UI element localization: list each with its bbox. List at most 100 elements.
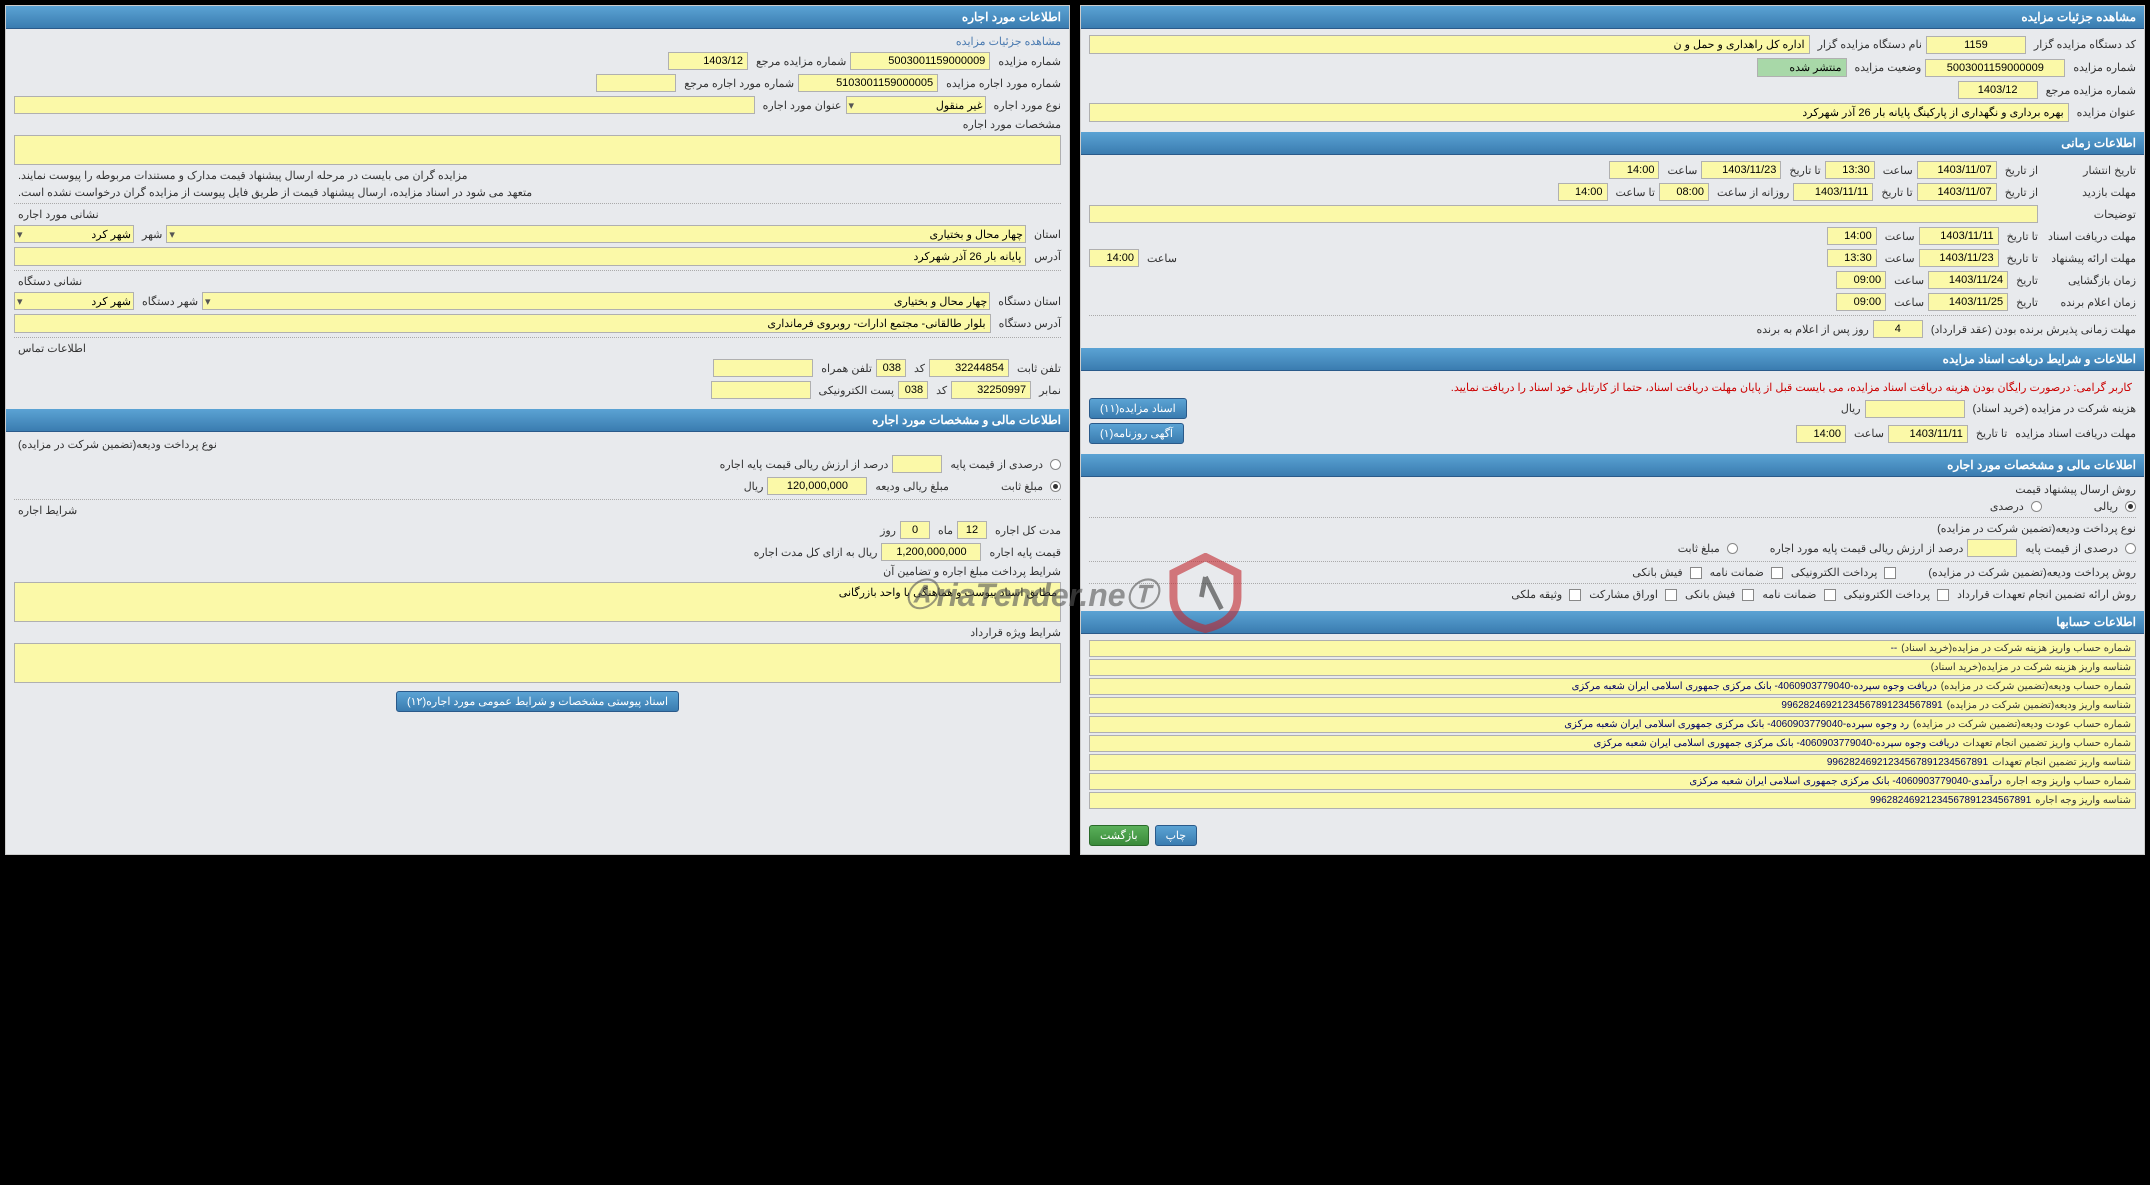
chk-bank[interactable] (1690, 567, 1702, 579)
chk-elec2[interactable] (1937, 589, 1949, 601)
cond-box[interactable]: مطابق اسناد پیوست و هماهنگی با واحد بازر… (14, 582, 1061, 622)
title-field: بهره برداری و نگهداری از پارکینگ پایانه … (1089, 103, 2069, 122)
offer-method-label: روش ارسال پیشنهاد قیمت (2015, 483, 2136, 496)
l-itemref-label: شماره مورد اجاره مرجع (684, 77, 794, 90)
prov-select[interactable]: چهار محال و بختیاری (166, 225, 1026, 243)
l-radio-pct[interactable] (1050, 459, 1061, 470)
num-field: 5003001159000009 (1925, 59, 2065, 77)
l-radio-fixed[interactable] (1050, 481, 1061, 492)
header-lease: اطلاعات مورد اجاره (6, 6, 1069, 29)
fax-field: 32250997 (951, 381, 1031, 399)
pct-field (1967, 539, 2017, 557)
city-select[interactable]: شهر کرد (14, 225, 134, 243)
btn-ad[interactable]: آگهی روزنامه(۱) (1089, 423, 1184, 444)
months-field: 12 (957, 521, 987, 539)
deposit-type-label: نوع پرداخت ودیعه(تضمین شرکت در مزایده) (1937, 522, 2136, 535)
acc-row-5: شماره حساب عودت ودیعه(تضمین شرکت در مزای… (1089, 716, 2136, 733)
l-item-field: 5103001159000005 (798, 74, 938, 92)
pub-from-d: 1403/11/07 (1917, 161, 1997, 179)
chk-guar2[interactable] (1824, 589, 1836, 601)
visit-daily-to: 14:00 (1558, 183, 1608, 201)
visit-from-d: 1403/11/07 (1917, 183, 1997, 201)
orgprov-select[interactable]: چهار محال و بختیاری (202, 292, 990, 310)
acc-row-1: شماره حساب واریز هزینه شرکت در مزایده(خر… (1089, 640, 2136, 657)
btn-back[interactable]: بازگشت (1089, 825, 1149, 846)
radio-pct[interactable] (2031, 501, 2042, 512)
header-time: اطلاعات زمانی (1081, 132, 2144, 155)
ref-field: 1403/12 (1958, 81, 2038, 99)
phone-field: 32244854 (929, 359, 1009, 377)
acc-row-9: شناسه واریز وجه اجاره9962824692123456789… (1089, 792, 2136, 809)
l-ref-label: شماره مزایده مرجع (756, 55, 846, 68)
detail-link[interactable]: مشاهده جزئیات مزایده (956, 35, 1061, 48)
right-panel: مشاهده جزئیات مزایده کد دستگاه مزایده گز… (1080, 5, 2145, 855)
l-ref-field: 1403/12 (668, 52, 748, 70)
acc-row-6: شماره حساب واریز تضمین انجام تعهداتدریاف… (1089, 735, 2136, 752)
l-title-label: عنوان مورد اجاره (763, 99, 842, 112)
orgaddr-field: بلوار طالقانی- مجتمع ادارات- روبروی فرما… (14, 314, 991, 333)
contact-hdr: اطلاعات تماس (18, 342, 86, 355)
l-pct-field (892, 455, 942, 473)
offer-d: 1403/11/23 (1919, 249, 1999, 267)
special-box[interactable] (14, 643, 1061, 683)
radio-fixed[interactable] (1727, 543, 1738, 554)
ref-label: شماره مزایده مرجع (2046, 84, 2136, 97)
chk-elec[interactable] (1884, 567, 1896, 579)
accept-val: 4 (1873, 320, 1923, 338)
chk-prop[interactable] (1569, 589, 1581, 601)
winner-d: 1403/11/25 (1928, 293, 2008, 311)
accept-label: مهلت زمانی پذیرش برنده بودن (عقد قرارداد… (1931, 323, 2136, 336)
name-label: نام دستگاه مزایده گزار (1818, 38, 1922, 51)
header-accounts: اطلاعات حسابها (1081, 611, 2144, 634)
radio-rial[interactable] (2125, 501, 2136, 512)
header-financial: اطلاعات مالی و مشخصات مورد اجاره (1081, 454, 2144, 477)
addr-field: پایانه بار 26 آذر شهرکرد (14, 247, 1026, 266)
radio-pct2[interactable] (2125, 543, 2136, 554)
open-label: زمان بازگشایی (2046, 274, 2136, 287)
acc-row-2: شناسه واریز هزینه شرکت در مزایده(خرید اس… (1089, 659, 2136, 676)
warning-text: کاربر گرامی: درصورت رایگان بودن هزینه در… (1089, 377, 2136, 398)
winner-label: زمان اعلام برنده (2046, 296, 2136, 309)
btn-print[interactable]: چاپ (1155, 825, 1198, 846)
left-panel: اطلاعات مورد اجاره مشاهده جزئیات مزایده … (5, 5, 1070, 855)
chk-bank2[interactable] (1742, 589, 1754, 601)
l-title-field (14, 96, 755, 114)
lease-hdr: شرایط اجاره (18, 504, 77, 517)
chk-guar[interactable] (1771, 567, 1783, 579)
acc-row-4: شناسه واریز ودیعه(تضمین شرکت در مزایده)9… (1089, 697, 2136, 714)
l-item-label: شماره مورد اجاره مزایده (946, 77, 1061, 90)
note2: متعهد می شود در اسناد مزایده، ارسال پیشن… (18, 186, 532, 199)
header-doc: اطلاعات و شرایط دریافت اسناد مزایده (1081, 348, 2144, 371)
days-field: 0 (900, 521, 930, 539)
docdl2-t: 14:00 (1796, 425, 1846, 443)
open-d: 1403/11/24 (1928, 271, 2008, 289)
orgcity-select[interactable]: شهر کرد (14, 292, 134, 310)
addr-hdr: نشانی مورد اجاره (18, 208, 99, 221)
docdl-label: مهلت دریافت اسناد (2046, 230, 2136, 243)
commit-method-label: روش ارائه تضمین انجام تعهدات قرارداد (1957, 588, 2136, 601)
header-fin: اطلاعات مالی و مشخصات مورد اجاره (6, 409, 1069, 432)
code-field: 1159 (1926, 36, 2026, 54)
offer-t: 13:30 (1827, 249, 1877, 267)
l-spec-box[interactable] (14, 135, 1061, 165)
l-num-field: 5003001159000009 (850, 52, 990, 70)
depamt-field: 120,000,000 (767, 477, 867, 495)
pub-to-d: 1403/11/23 (1701, 161, 1781, 179)
pub-to-t: 14:00 (1609, 161, 1659, 179)
l-type-label: نوع مورد اجاره (994, 99, 1062, 112)
acc-row-3: شماره حساب ودیعه(تضمین شرکت در مزایده)در… (1089, 678, 2136, 695)
visit-label: مهلت بازدید (2046, 186, 2136, 199)
fee-field (1865, 400, 1965, 418)
btn-attach[interactable]: اسناد پیوستی مشخصات و شرایط عمومی مورد ا… (396, 691, 679, 712)
acc-row-8: شماره حساب واریز وجه اجارهدرآمدی-4060903… (1089, 773, 2136, 790)
chk-stock[interactable] (1665, 589, 1677, 601)
deptype-label: نوع پرداخت ودیعه(تضمین شرکت در مزایده) (18, 438, 217, 451)
pub-from-t: 13:30 (1825, 161, 1875, 179)
l-type-select[interactable]: غیر منقول (846, 96, 986, 114)
faxcd-field: 038 (898, 381, 928, 399)
docdl-t: 14:00 (1827, 227, 1877, 245)
l-spec-label: مشخصات مورد اجاره (963, 118, 1061, 131)
phonecd-field: 038 (876, 359, 906, 377)
status-field: منتشر شده (1757, 58, 1847, 77)
btn-docs[interactable]: اسناد مزایده(۱۱) (1089, 398, 1187, 419)
